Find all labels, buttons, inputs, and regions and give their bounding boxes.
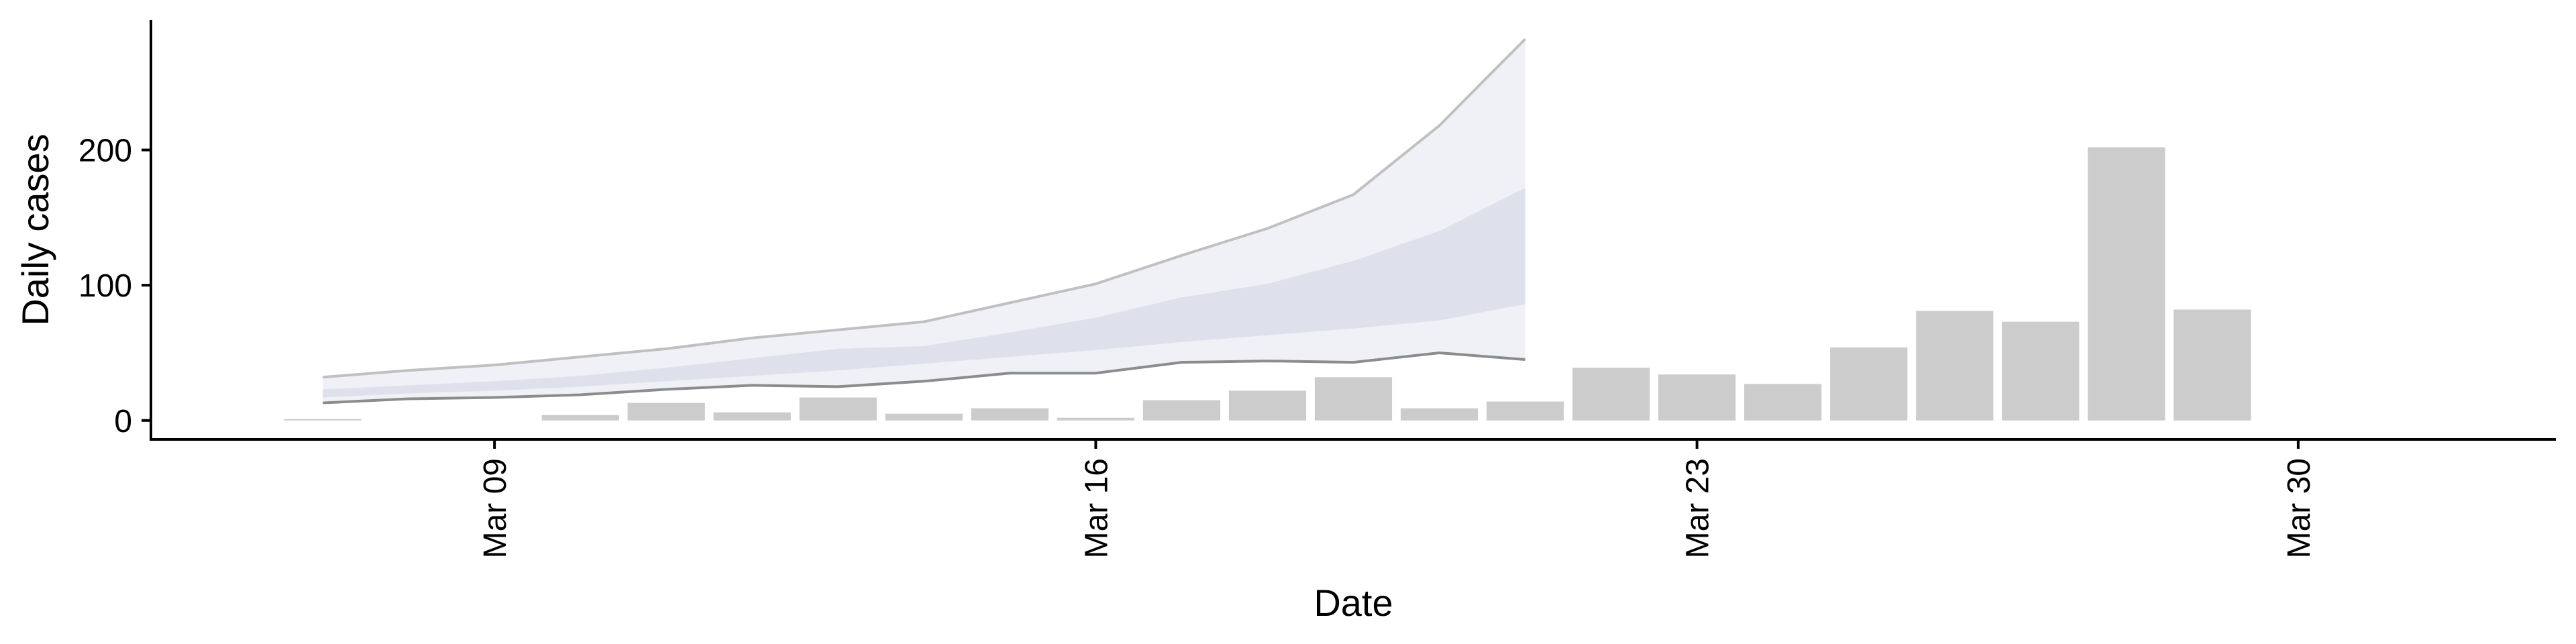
y-tick-label: 200 (78, 133, 132, 169)
bar (885, 413, 963, 421)
bar (799, 397, 877, 421)
y-tick-label: 0 (114, 404, 132, 439)
estimate-lower-line (322, 351, 1525, 405)
y-ticks: 0 100 200 (78, 133, 151, 439)
bar (1486, 401, 1564, 421)
x-tick-label: Mar 09 (478, 458, 513, 558)
bar (713, 412, 791, 421)
x-tick-label: Mar 30 (2282, 458, 2317, 558)
bar (2002, 321, 2080, 421)
y-axis-title: Daily cases (14, 133, 56, 325)
y-tick-label: 100 (78, 268, 132, 304)
bar (284, 419, 362, 421)
bar (2088, 147, 2165, 421)
bar (1057, 417, 1135, 421)
estimate-upper-line (322, 38, 1526, 379)
bar (1400, 408, 1479, 421)
bar (1744, 384, 1822, 421)
bar (1830, 347, 1908, 421)
bar (1142, 400, 1221, 421)
bar (1228, 390, 1307, 421)
bar (1314, 377, 1393, 421)
x-tick-label: Mar 16 (1079, 458, 1114, 558)
bar (971, 408, 1049, 421)
bar (2174, 309, 2251, 421)
x-axis-title: Date (1313, 582, 1393, 624)
x-ticks: Mar 09 Mar 16 Mar 23 Mar 30 (478, 439, 2317, 558)
x-tick-label: Mar 23 (1680, 458, 1716, 558)
bar (1916, 311, 1994, 421)
estimate-band-layer (322, 38, 1526, 405)
bar (627, 402, 705, 421)
bar-layer (284, 147, 2251, 421)
bar (1658, 374, 1736, 421)
bar (1572, 368, 1650, 421)
bar (541, 415, 619, 421)
estimate-band-inner (323, 188, 1525, 398)
axes-layer (150, 20, 2556, 441)
